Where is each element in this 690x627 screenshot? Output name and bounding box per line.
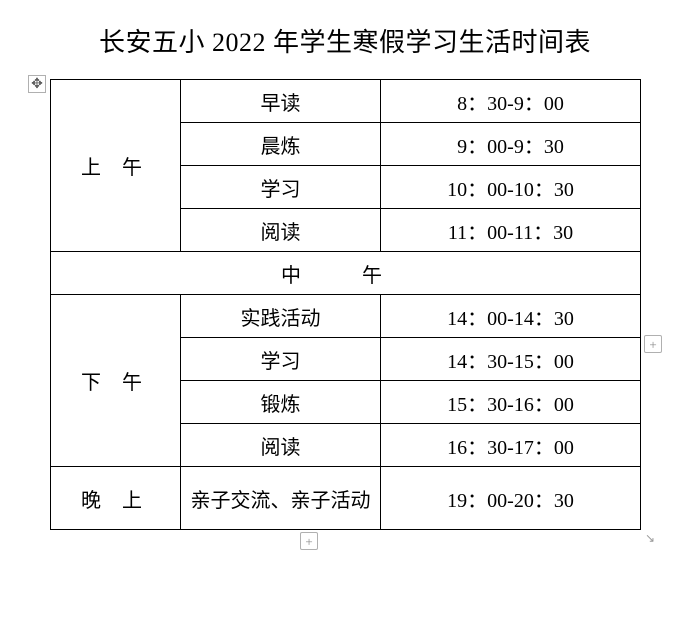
activity-cell: 亲子交流、亲子活动: [181, 467, 381, 530]
table-row-evening: 晚 上 亲子交流、亲子活动 19：00-20：30: [51, 467, 641, 530]
time-cell: 14：00-14：30: [381, 295, 641, 338]
table-row: 下 午 实践活动 14：00-14：30: [51, 295, 641, 338]
schedule-table: 上 午 早读 8：30-9：00 晨炼 9：00-9：30 学习 10：00-1…: [50, 79, 641, 530]
move-handle-icon[interactable]: ✥: [28, 75, 46, 93]
add-column-handle-icon[interactable]: +: [644, 335, 662, 353]
add-row-handle-icon[interactable]: +: [300, 532, 318, 550]
table-row-noon: 中 午: [51, 252, 641, 295]
time-cell: 11：00-11：30: [381, 209, 641, 252]
page-title: 长安五小 2022 年学生寒假学习生活时间表: [0, 0, 690, 79]
activity-cell: 学习: [181, 338, 381, 381]
time-cell: 8：30-9：00: [381, 80, 641, 123]
table-row: 上 午 早读 8：30-9：00: [51, 80, 641, 123]
activity-cell: 阅读: [181, 209, 381, 252]
activity-cell: 实践活动: [181, 295, 381, 338]
activity-cell: 晨炼: [181, 123, 381, 166]
activity-cell: 阅读: [181, 424, 381, 467]
period-cell-evening: 晚 上: [51, 467, 181, 530]
activity-cell: 早读: [181, 80, 381, 123]
table-wrapper: ✥ 上 午 早读 8：30-9：00 晨炼 9：00-9：30 学习 10：00…: [0, 79, 690, 530]
period-cell-noon: 中 午: [51, 252, 641, 295]
time-cell: 16：30-17：00: [381, 424, 641, 467]
period-cell-afternoon: 下 午: [51, 295, 181, 467]
time-cell: 10：00-10：30: [381, 166, 641, 209]
time-cell: 14：30-15：00: [381, 338, 641, 381]
activity-cell: 学习: [181, 166, 381, 209]
time-cell: 15：30-16：00: [381, 381, 641, 424]
time-cell: 9：00-9：30: [381, 123, 641, 166]
activity-cell: 锻炼: [181, 381, 381, 424]
resize-handle-icon[interactable]: ↘: [642, 530, 658, 546]
time-cell: 19：00-20：30: [381, 467, 641, 530]
period-cell-morning: 上 午: [51, 80, 181, 252]
